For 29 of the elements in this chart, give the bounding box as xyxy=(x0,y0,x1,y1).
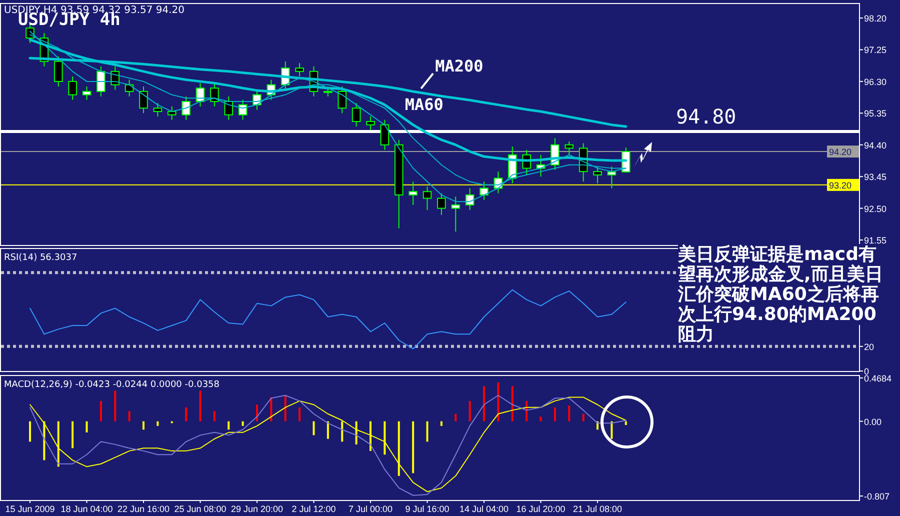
annotation: 94.80 xyxy=(676,104,736,129)
y-tick-label: 95.35 xyxy=(864,108,887,119)
y-tick-label: 96.30 xyxy=(864,76,887,87)
text: MACD(12,26,9) -0.0423 -0.0244 0.0000 -0.0358 xyxy=(4,380,220,390)
ref-line-label: 94.20 xyxy=(829,147,852,158)
x-tick-label: 16 Jul 20:00 xyxy=(516,504,566,514)
x-tick-label: 29 Jun 20:00 xyxy=(230,504,284,514)
x-tick-label: 21 Jul 08:00 xyxy=(573,504,622,514)
x-tick-label: 15 Jun 2009 xyxy=(5,504,55,514)
y-tick-label: 97.25 xyxy=(864,45,887,56)
series-label: MA200 xyxy=(435,56,484,76)
y-tick-label: 94.40 xyxy=(864,140,887,150)
y-tick-label: -0.807 xyxy=(864,492,890,502)
y-tick-label: 98.20 xyxy=(864,14,887,24)
y-tick-label: 93.45 xyxy=(864,172,887,182)
annotation: 美日反弹证据是macd有望再次形成金叉,而且美日汇价突破MA60之后将再次上行94.80的MA200阻力 xyxy=(678,244,883,345)
x-tick-label: 14 Jul 04:00 xyxy=(459,504,509,514)
text: RSI(14) 56.3037 xyxy=(4,253,78,263)
y-tick-label: 91.55 xyxy=(864,235,887,246)
x-tick-label: 7 Jul 00:00 xyxy=(348,504,393,514)
y-tick-label: 0.00 xyxy=(864,416,882,427)
x-tick-label: 22 Jun 16:00 xyxy=(117,504,170,514)
ref-line-label: 93.20 xyxy=(829,180,852,190)
x-tick-label: 25 Jun 08:00 xyxy=(174,504,226,514)
y-tick-label: 92.50 xyxy=(864,204,887,214)
x-tick-label: 2 Jul 12:00 xyxy=(292,504,336,514)
x-tick-label: 18 Jun 04:00 xyxy=(60,504,113,514)
x-tick-label: 9 Jul 16:00 xyxy=(405,504,450,514)
series-label: MA60 xyxy=(404,94,444,114)
